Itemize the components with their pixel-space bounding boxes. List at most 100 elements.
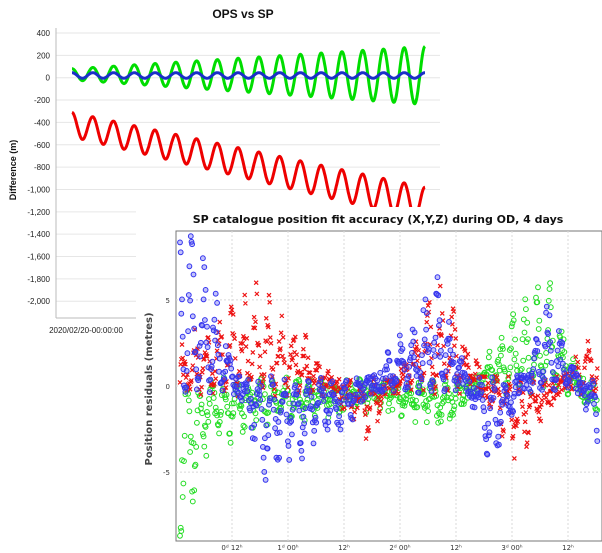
chart2-point — [437, 283, 443, 289]
chart2-point — [298, 447, 305, 454]
chart2-point — [594, 366, 600, 371]
chart2-point — [300, 353, 306, 359]
chart2-point — [239, 397, 245, 404]
chart2-point — [559, 340, 566, 346]
chart2-point — [540, 368, 547, 375]
chart2-point — [593, 411, 599, 418]
chart2-point — [590, 380, 597, 387]
chart2-point — [468, 373, 474, 379]
chart2-point — [450, 406, 457, 413]
chart2-point — [262, 477, 269, 483]
chart2-point — [418, 376, 425, 383]
chart2-point — [393, 378, 400, 385]
chart2-point — [381, 386, 388, 393]
chart2-point — [535, 284, 541, 291]
chart2-point — [453, 335, 459, 341]
chart2-point — [554, 347, 561, 354]
chart2-point — [214, 300, 220, 306]
chart2-point — [435, 419, 442, 426]
chart2-point — [504, 393, 511, 400]
chart2-point — [228, 365, 235, 372]
chart2-point — [196, 373, 202, 380]
chart2-point — [502, 385, 509, 392]
chart2-point — [585, 398, 591, 405]
chart2-point — [229, 413, 236, 420]
chart2-point — [325, 419, 332, 426]
chart2-point — [451, 343, 457, 349]
chart2-point — [452, 387, 459, 394]
chart2-point — [217, 319, 223, 325]
chart2-point — [299, 372, 305, 378]
chart2-point — [555, 392, 561, 398]
chart2-point — [446, 319, 452, 325]
chart2-point — [543, 303, 550, 310]
chart2-point — [539, 386, 545, 393]
chart2-point — [417, 369, 423, 376]
chart2-point — [300, 413, 307, 420]
chart2-point — [342, 385, 349, 392]
chart2-point — [566, 378, 573, 385]
chart2-point — [339, 395, 345, 400]
chart2-point — [496, 361, 502, 368]
chart2-point — [212, 290, 219, 297]
chart2-point — [534, 299, 541, 306]
chart2-point — [229, 400, 235, 407]
chart2-point — [520, 316, 527, 323]
chart2-point — [252, 325, 258, 331]
chart2-point — [510, 311, 517, 318]
chart1-y-tick-label: -1,600 — [27, 253, 50, 262]
chart2-point — [306, 370, 312, 375]
chart2-point — [295, 400, 302, 407]
chart1-y-tick-label: -200 — [34, 96, 51, 105]
chart2-point — [254, 291, 260, 297]
chart2-point — [312, 414, 319, 421]
chart2-point — [410, 338, 417, 345]
chart2-point — [194, 419, 200, 426]
chart2-point — [276, 429, 283, 436]
chart2-point — [199, 369, 205, 375]
chart2-point — [525, 354, 532, 361]
chart2-point — [399, 346, 406, 352]
chart2-point — [302, 366, 308, 372]
chart2-point — [286, 457, 293, 463]
chart2-point — [481, 424, 488, 431]
chart2-point — [496, 441, 502, 448]
chart2-point — [241, 413, 247, 420]
chart2-point — [415, 389, 422, 396]
chart2-point — [499, 343, 506, 350]
chart2-point — [398, 412, 405, 419]
chart2-point — [252, 410, 259, 417]
chart2-point — [419, 352, 425, 359]
chart2-point — [468, 381, 474, 387]
chart2-point — [547, 280, 554, 286]
chart2-point — [588, 358, 594, 364]
chart2-point — [576, 365, 581, 371]
chart2-point — [592, 394, 599, 401]
chart1-y-tick-label: -2,000 — [27, 297, 50, 306]
chart2-point — [250, 349, 256, 355]
residuals-chart: SP catalogue position fit accuracy (X,Y,… — [144, 213, 602, 552]
chart2-x-tick-label: 0ᵈ 12ʰ — [221, 544, 242, 552]
chart2-point — [401, 402, 408, 409]
chart2-point — [187, 433, 194, 440]
chart2-point — [322, 375, 328, 381]
chart2-point — [451, 309, 457, 314]
chart2-point — [304, 363, 310, 369]
chart2-point — [179, 342, 185, 347]
chart2-point — [412, 346, 418, 352]
chart2-point — [530, 366, 537, 373]
chart2-point — [454, 381, 461, 387]
chart2-point — [525, 336, 531, 343]
chart2-point — [228, 310, 233, 316]
chart2-point — [301, 417, 308, 424]
chart2-point — [375, 418, 380, 424]
chart2-point — [484, 364, 491, 371]
chart2-point — [204, 344, 211, 351]
chart2-point — [547, 304, 554, 311]
chart2-point — [204, 409, 210, 415]
chart2-point — [489, 374, 496, 381]
chart2-point — [515, 419, 521, 424]
chart2-point — [555, 363, 562, 370]
chart2-point — [547, 339, 554, 345]
chart2-point — [255, 378, 262, 385]
